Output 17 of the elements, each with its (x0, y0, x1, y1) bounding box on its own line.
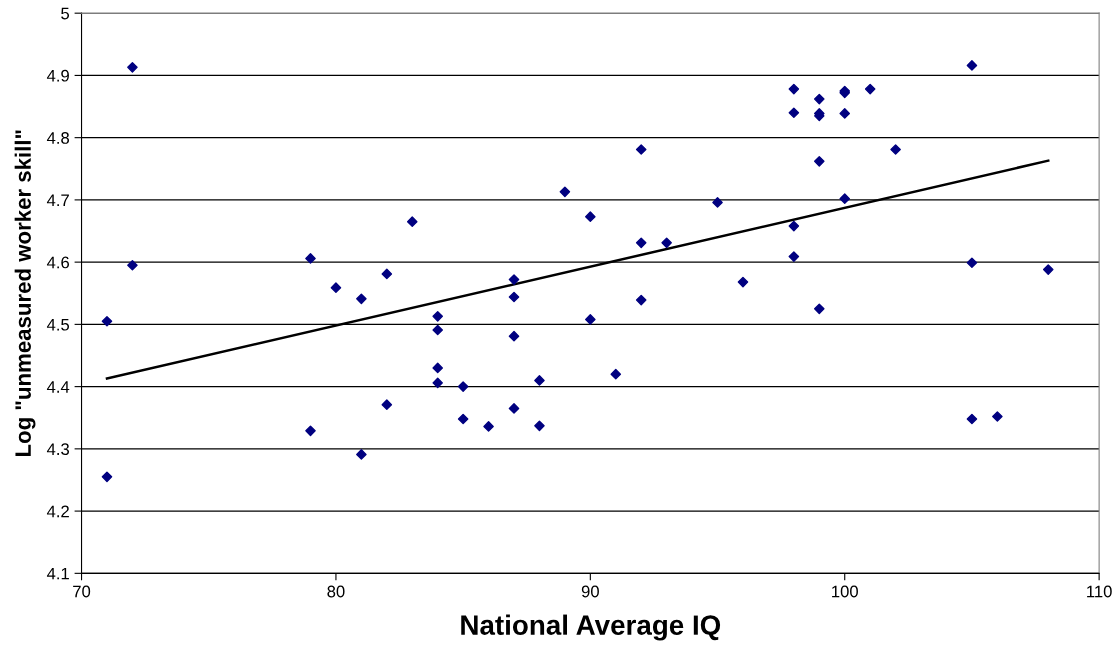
x-tick-label: 110 (1087, 585, 1112, 598)
y-tick-label: 5 (61, 7, 70, 20)
x-tick-label: 90 (581, 585, 599, 598)
y-tick-label: 4.7 (46, 194, 69, 206)
x-tick-label: 70 (73, 585, 91, 598)
y-tick-label: 4.2 (46, 505, 69, 518)
x-tick-label: 80 (327, 585, 345, 598)
y-tick-label: 4.5 (46, 318, 70, 331)
y-tick-label: 4.6 (46, 256, 69, 269)
y-tick-label: 4.1 (46, 567, 69, 580)
y-tick-label: 4.8 (46, 132, 70, 144)
x-tick-label: 100 (832, 585, 858, 598)
x-axis-title: National Average IQ (461, 614, 721, 641)
y-tick-label: 4.9 (46, 69, 69, 82)
y-tick-label: 4.4 (46, 381, 70, 393)
y-tick-label: 4.3 (46, 443, 69, 456)
y-axis-title: Log "unmeasured worker skill" (14, 130, 36, 457)
